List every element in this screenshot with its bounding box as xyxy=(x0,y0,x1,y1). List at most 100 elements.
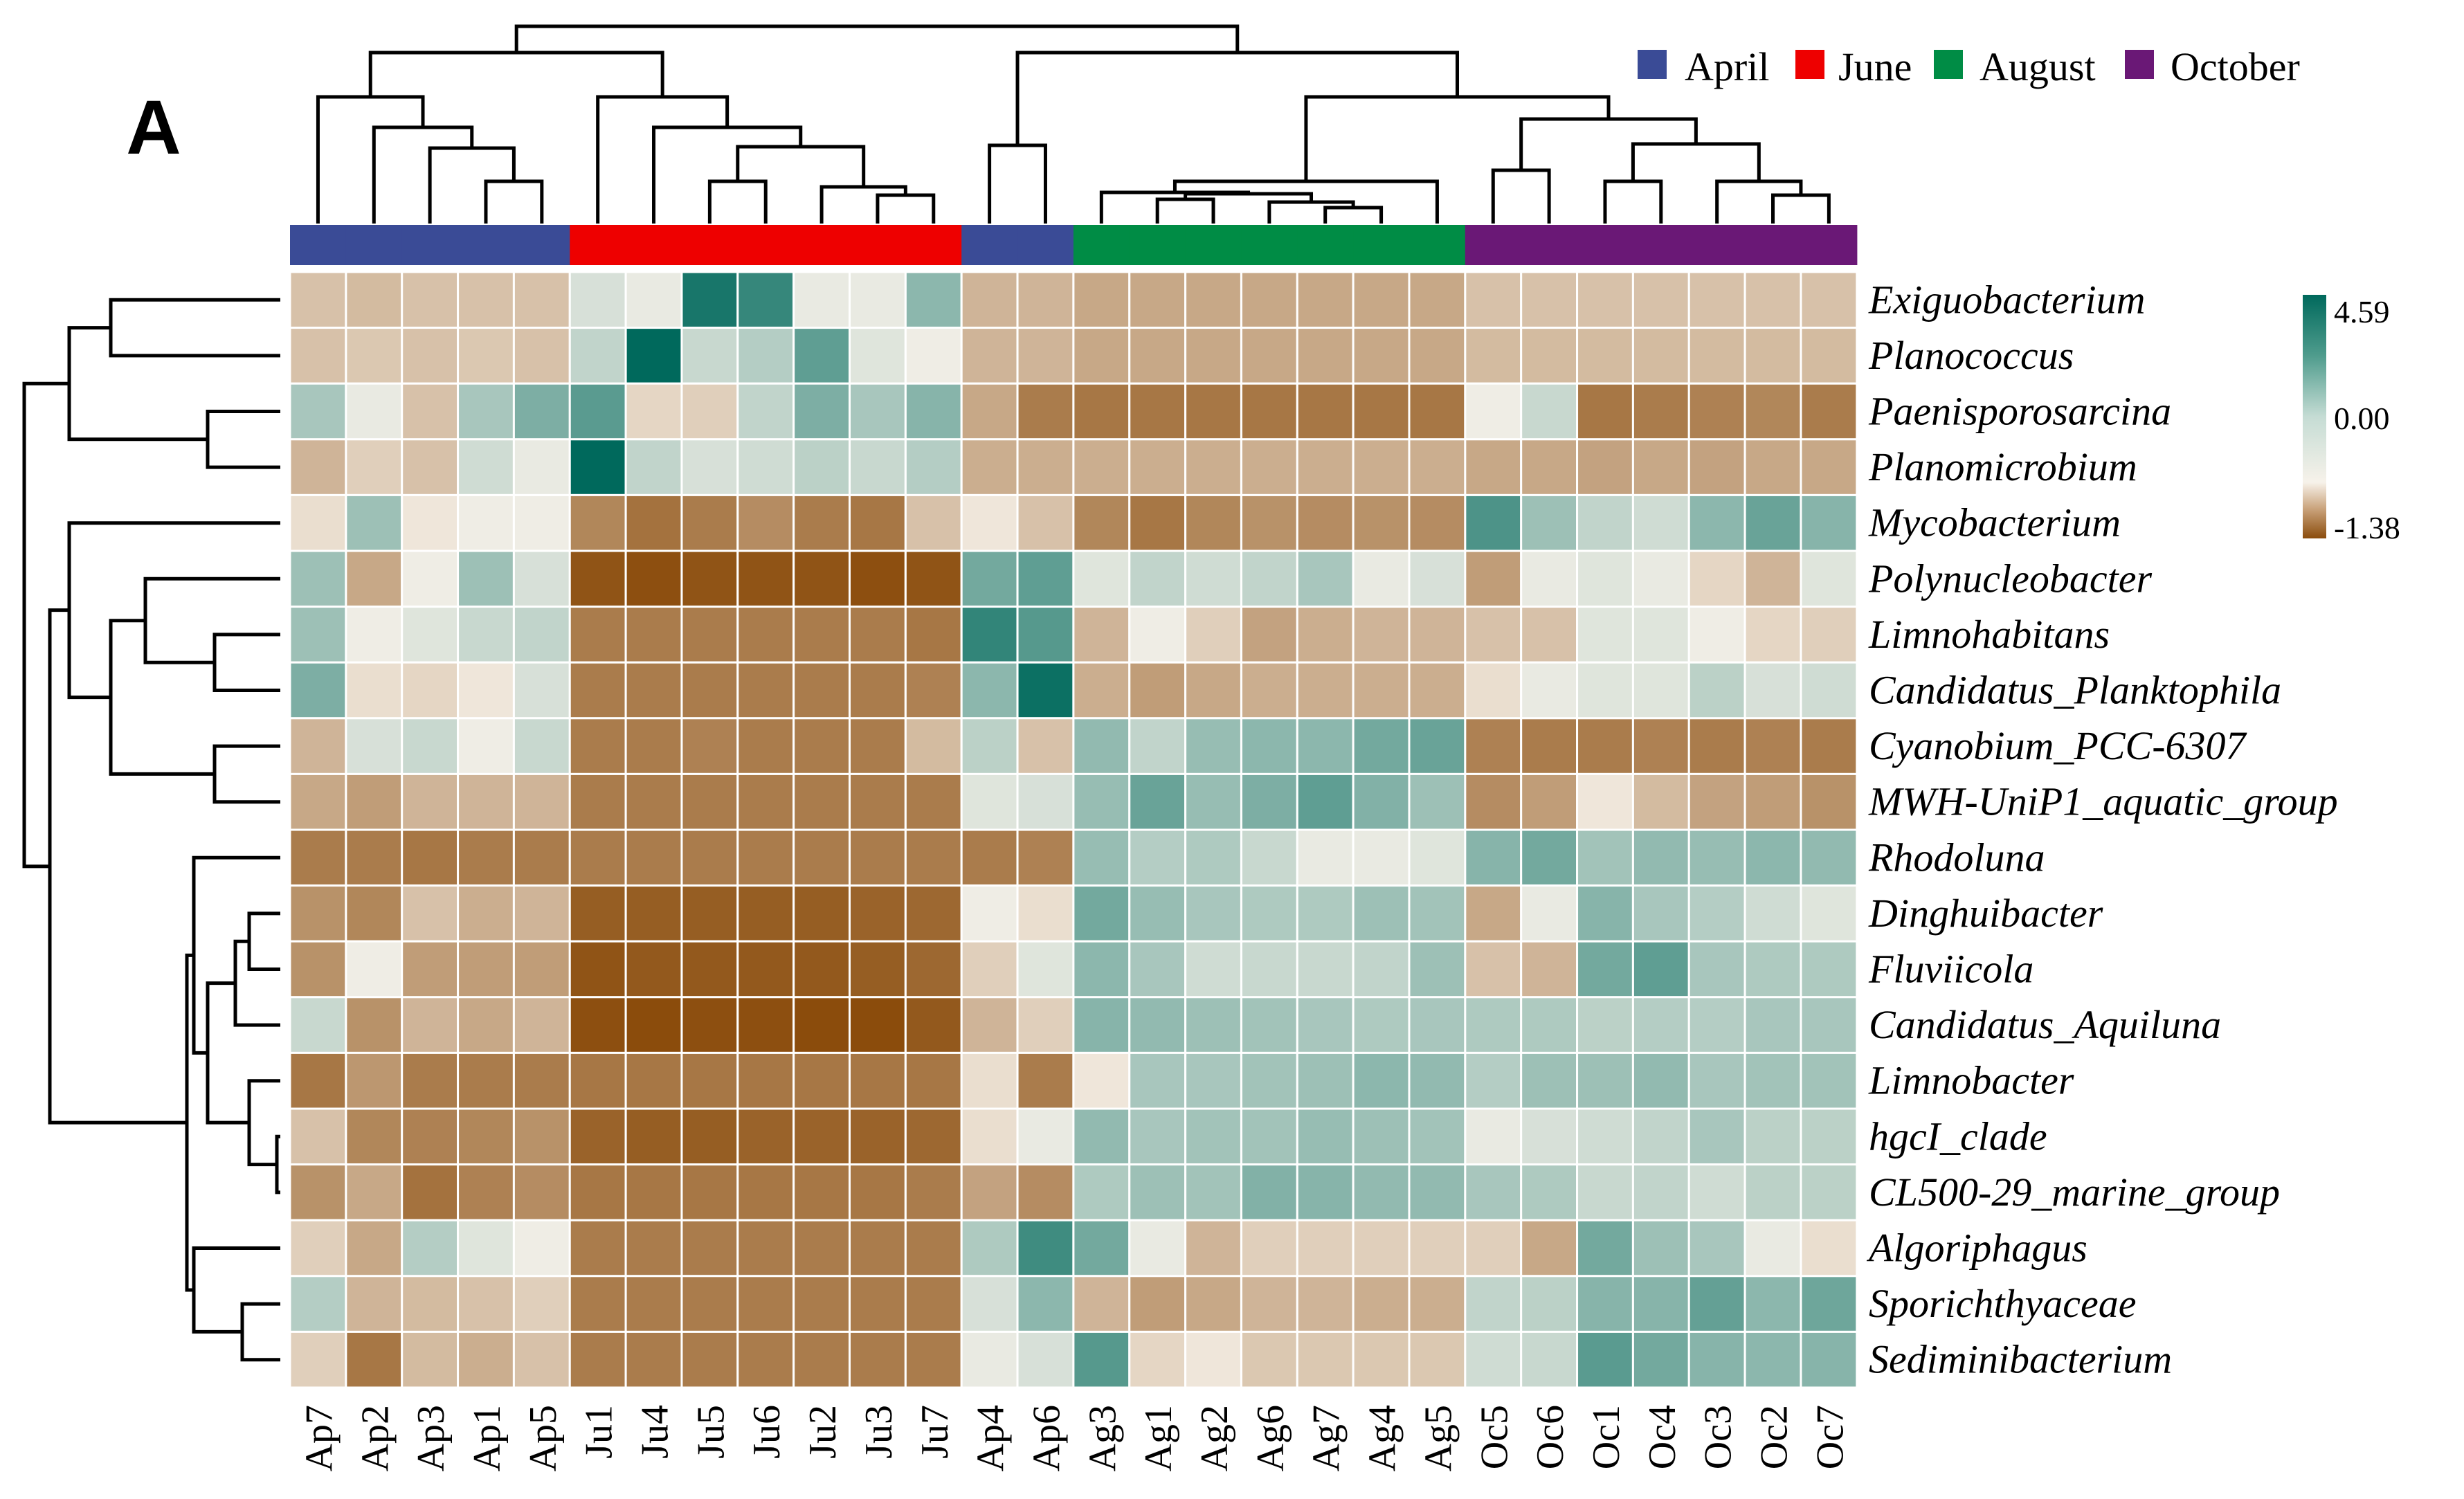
heatmap-cell xyxy=(1128,606,1187,664)
heatmap-cell xyxy=(1072,884,1131,943)
heatmap-cell xyxy=(568,1051,627,1110)
dendrogram-link xyxy=(1771,193,1831,224)
heatmap-cell xyxy=(1352,884,1411,943)
heatmap-cell xyxy=(568,606,627,664)
heatmap-cell xyxy=(904,382,963,441)
heatmap-cell xyxy=(1520,772,1579,831)
heatmap-cell xyxy=(1184,271,1242,329)
heatmap-cell xyxy=(345,327,404,385)
heatmap-cell xyxy=(849,1330,907,1389)
heatmap-cell xyxy=(1296,327,1355,385)
heatmap-cell xyxy=(1128,772,1187,831)
heatmap-cell xyxy=(289,606,347,664)
heatmap-cell xyxy=(1352,661,1411,720)
heatmap-cell xyxy=(1184,549,1242,608)
heatmap-cell xyxy=(345,1107,404,1166)
heatmap-cell xyxy=(792,884,851,943)
heatmap-cell xyxy=(1576,1107,1634,1166)
column-label: Oc4 xyxy=(1641,1405,1684,1469)
heatmap-cell xyxy=(1631,772,1690,831)
heatmap-cell xyxy=(1296,1275,1355,1333)
heatmap-cell xyxy=(849,661,907,720)
heatmap-cell xyxy=(1352,717,1411,775)
heatmap-cell xyxy=(568,884,627,943)
heatmap-cell xyxy=(512,828,571,887)
heatmap-cell xyxy=(1631,996,1690,1054)
heatmap-cell xyxy=(289,549,347,608)
heatmap-cell xyxy=(1016,1163,1075,1221)
heatmap-cell xyxy=(1184,772,1242,831)
heatmap-cell xyxy=(1408,1219,1467,1278)
heatmap-cell xyxy=(345,606,404,664)
heatmap-cell xyxy=(1128,1051,1187,1110)
dendrogram-link xyxy=(1267,200,1355,224)
heatmap-cell xyxy=(1687,606,1746,664)
heatmap-cell xyxy=(904,996,963,1054)
heatmap-cell xyxy=(1184,1107,1242,1166)
column-label: Ap5 xyxy=(522,1405,565,1471)
heatmap-cell xyxy=(1408,828,1467,887)
heatmap-cell xyxy=(1464,382,1523,441)
heatmap-cell xyxy=(1016,717,1075,775)
heatmap-cell xyxy=(1296,996,1355,1054)
heatmap-cell xyxy=(1687,717,1746,775)
heatmap-cell xyxy=(680,327,739,385)
heatmap-cell xyxy=(792,606,851,664)
dendrogram-link xyxy=(212,633,280,692)
group-bar-segment xyxy=(401,225,459,265)
heatmap-cell xyxy=(624,717,683,775)
heatmap-cell xyxy=(904,1163,963,1221)
heatmap-cell xyxy=(624,1051,683,1110)
heatmap-cell xyxy=(1408,271,1467,329)
heatmap-cell xyxy=(1687,828,1746,887)
heatmap-cell xyxy=(904,493,963,552)
heatmap-cell xyxy=(1128,493,1187,552)
heatmap-cell xyxy=(1631,940,1690,999)
heatmap-cell xyxy=(960,549,1019,608)
heatmap-cell xyxy=(1743,1051,1802,1110)
heatmap-cell xyxy=(1240,327,1298,385)
heatmap-cell xyxy=(1352,1219,1411,1278)
heatmap-cell xyxy=(1743,661,1802,720)
heatmap-cell xyxy=(1072,493,1131,552)
heatmap-cell xyxy=(1016,382,1075,441)
heatmap-cell xyxy=(1016,828,1075,887)
heatmap-cell xyxy=(1800,382,1858,441)
dendrogram-link xyxy=(876,193,936,224)
heatmap-cell xyxy=(345,940,404,999)
heatmap-cell xyxy=(1520,1051,1579,1110)
heatmap-cell xyxy=(1576,1051,1634,1110)
heatmap-cell xyxy=(457,884,515,943)
heatmap-cell xyxy=(1631,382,1690,441)
heatmap-cell xyxy=(680,606,739,664)
heatmap-cell xyxy=(1520,940,1579,999)
heatmap-cell xyxy=(1240,493,1298,552)
heatmap-cell xyxy=(1743,940,1802,999)
heatmap-cell xyxy=(401,1163,460,1221)
heatmap-cell xyxy=(1631,271,1690,329)
heatmap-cell xyxy=(680,717,739,775)
heatmap-cell xyxy=(1520,271,1579,329)
heatmap-cell xyxy=(1240,661,1298,720)
heatmap-cell xyxy=(289,327,347,385)
row-label: Exiguobacterium xyxy=(1868,277,2145,322)
heatmap-cell xyxy=(512,717,571,775)
heatmap-cell xyxy=(960,493,1019,552)
heatmap-cell xyxy=(1240,1330,1298,1389)
heatmap-cell xyxy=(512,884,571,943)
heatmap-cell xyxy=(1128,828,1187,887)
heatmap-cell xyxy=(1296,884,1355,943)
heatmap-cell xyxy=(792,1107,851,1166)
dendrogram-link xyxy=(1631,142,1761,181)
heatmap-cell xyxy=(345,996,404,1054)
heatmap-cell xyxy=(1687,772,1746,831)
heatmap-cell xyxy=(1184,717,1242,775)
row-label: Limnobacter xyxy=(1868,1058,2074,1103)
heatmap-cell xyxy=(624,940,683,999)
heatmap-cell xyxy=(457,661,515,720)
sample-group-bar xyxy=(290,225,1858,265)
heatmap-cell xyxy=(1520,828,1579,887)
heatmap-cell xyxy=(457,493,515,552)
heatmap-cell xyxy=(1296,438,1355,496)
heatmap-cell xyxy=(1184,996,1242,1054)
